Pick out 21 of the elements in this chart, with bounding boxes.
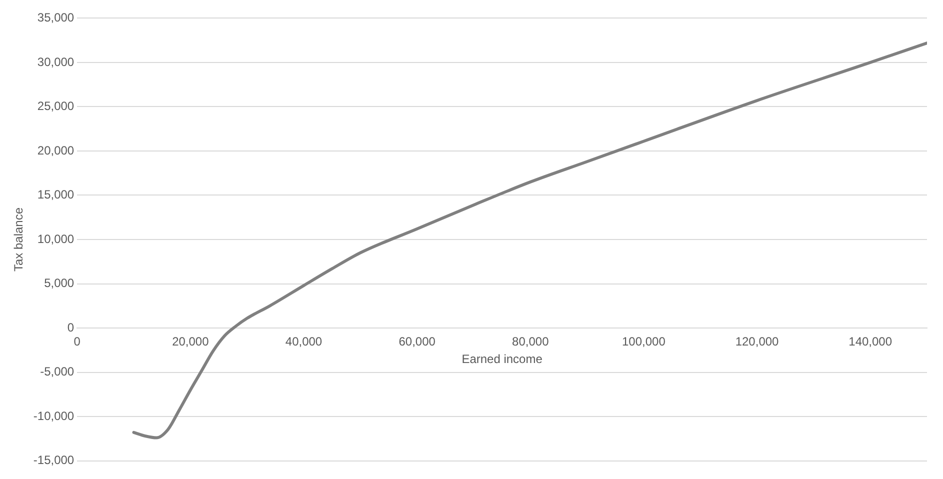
x-tick-label: 60,000 xyxy=(398,334,436,349)
y-tick-label: 25,000 xyxy=(37,99,74,114)
x-axis-title: Earned income xyxy=(462,352,543,366)
y-axis-title: Tax balance xyxy=(12,207,26,272)
y-tick-label: -10,000 xyxy=(33,408,74,423)
y-tick-label: 20,000 xyxy=(37,143,74,158)
y-tick-label: 30,000 xyxy=(37,54,74,69)
y-tick-label: -15,000 xyxy=(33,453,74,468)
x-tick-label: 100,000 xyxy=(622,334,666,349)
y-tick-label: 5,000 xyxy=(44,276,74,290)
x-tick-label: 120,000 xyxy=(735,334,780,349)
x-tick-label: 20,000 xyxy=(172,334,210,349)
y-tick-label: 15,000 xyxy=(37,188,74,202)
y-tick-label: 35,000 xyxy=(37,10,74,25)
line-series xyxy=(132,41,927,440)
x-tick-label: 140,000 xyxy=(848,334,892,349)
y-tick-label: 0 xyxy=(67,320,74,334)
y-tick-label: -5,000 xyxy=(40,364,74,379)
x-tick-label: 80,000 xyxy=(512,334,550,349)
y-tick-label: 10,000 xyxy=(37,232,74,246)
x-tick-label: 40,000 xyxy=(285,334,322,349)
